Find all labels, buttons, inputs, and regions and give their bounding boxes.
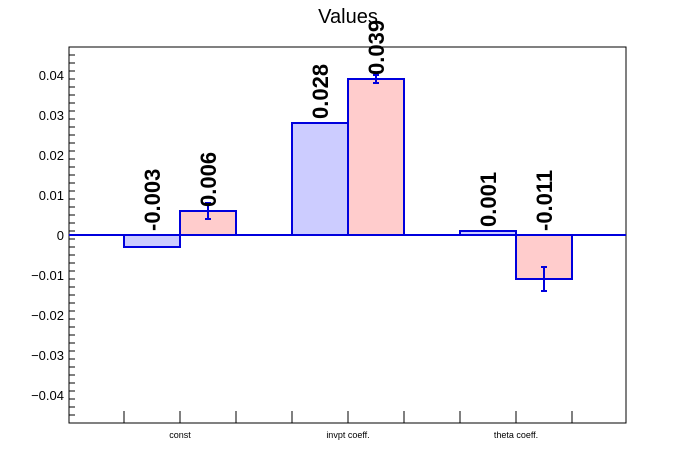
x-category-label: theta coeff. bbox=[494, 430, 538, 440]
y-tick-label: 0.03 bbox=[39, 108, 64, 123]
y-tick-label: −0.03 bbox=[31, 348, 64, 363]
data-label: 0.006 bbox=[196, 152, 221, 207]
data-label: 0.039 bbox=[364, 20, 389, 75]
bar bbox=[123, 234, 181, 248]
y-tick-label: −0.01 bbox=[31, 268, 64, 283]
bars bbox=[123, 74, 573, 292]
data-label: 0.028 bbox=[308, 64, 333, 119]
y-tick-label: 0.04 bbox=[39, 68, 64, 83]
data-label: -0.003 bbox=[140, 169, 165, 231]
x-axis: const invpt coeff. theta coeff. bbox=[123, 411, 573, 440]
data-label: 0.001 bbox=[476, 172, 501, 227]
data-label: -0.011 bbox=[532, 170, 557, 231]
y-tick-label: 0.01 bbox=[39, 188, 64, 203]
bar bbox=[291, 122, 349, 236]
bar bbox=[347, 78, 405, 236]
y-tick-label: 0.02 bbox=[39, 148, 64, 163]
y-tick-label: 0 bbox=[57, 228, 64, 243]
y-tick-label: −0.02 bbox=[31, 308, 64, 323]
x-category-label: const bbox=[169, 430, 191, 440]
chart-title: Values bbox=[318, 6, 378, 28]
data-labels: -0.003 0.028 0.001 0.006 0.039 -0.011 bbox=[140, 20, 557, 231]
x-category-label: invpt coeff. bbox=[326, 430, 369, 440]
y-tick-label: −0.04 bbox=[31, 388, 64, 403]
y-axis: −0.04 −0.03 −0.02 −0.01 0 0.01 0.02 0.03 0.04 bbox=[31, 46, 75, 424]
